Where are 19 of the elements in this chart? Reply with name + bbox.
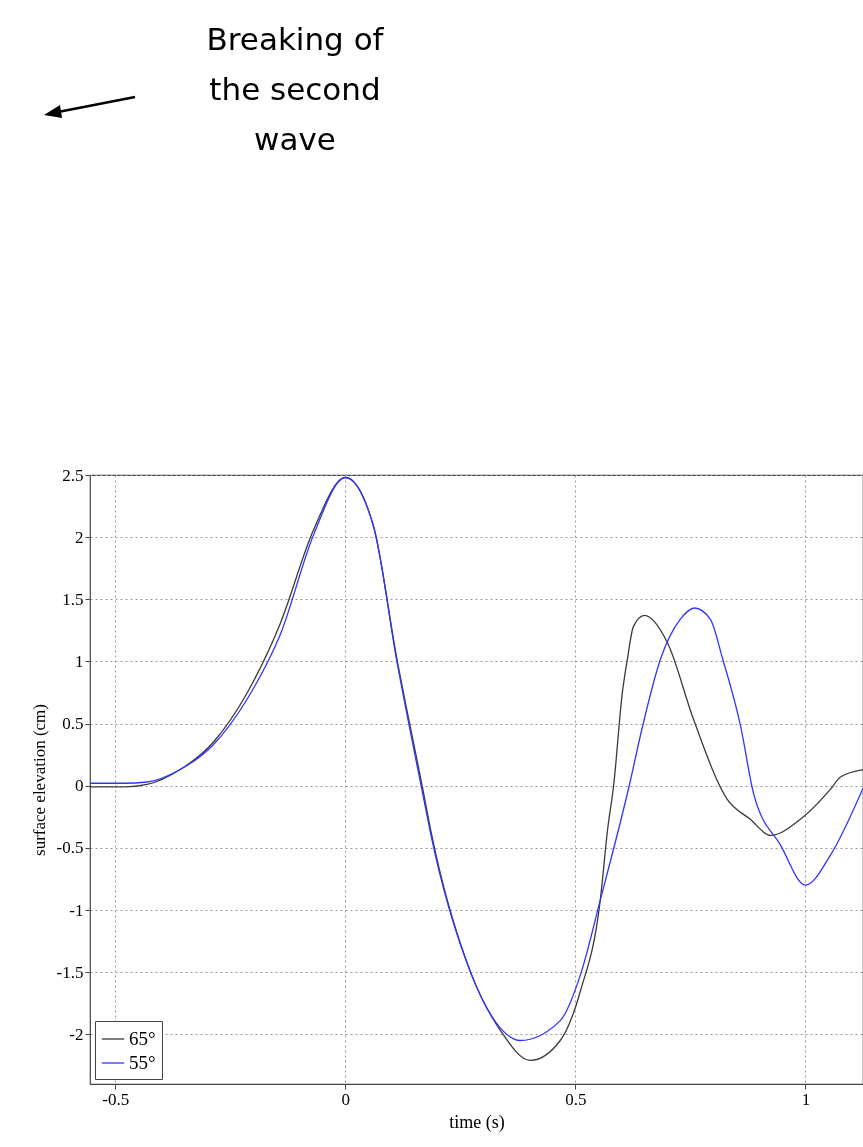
x-tick-label: 0.5 <box>565 1089 587 1109</box>
y-tick-label: -2 <box>69 1024 84 1044</box>
y-tick-label: 0.5 <box>62 714 84 734</box>
legend-label: 55° <box>129 1052 156 1073</box>
y-tick-label: 0 <box>75 776 84 796</box>
y-axis-title: surface elevation (cm) <box>29 704 49 856</box>
y-tick-label: 2.5 <box>62 465 84 485</box>
y-tick-label: 1.5 <box>62 589 84 609</box>
text: Breaking of the second wave <box>205 20 385 159</box>
y-tick-label: -1 <box>69 900 84 920</box>
legend-label: 65° <box>129 1028 156 1049</box>
x-axis-title: time (s) <box>449 1111 505 1133</box>
y-tick-label: 1 <box>75 651 84 671</box>
y-tick-label: -0.5 <box>56 838 84 858</box>
x-tick-label: 0 <box>341 1089 351 1109</box>
x-tick-label: 1 <box>801 1089 811 1109</box>
y-tick-label: -1.5 <box>56 962 84 982</box>
y-tick-label: 2 <box>75 527 84 547</box>
x-tick-label: -0.5 <box>102 1089 130 1109</box>
